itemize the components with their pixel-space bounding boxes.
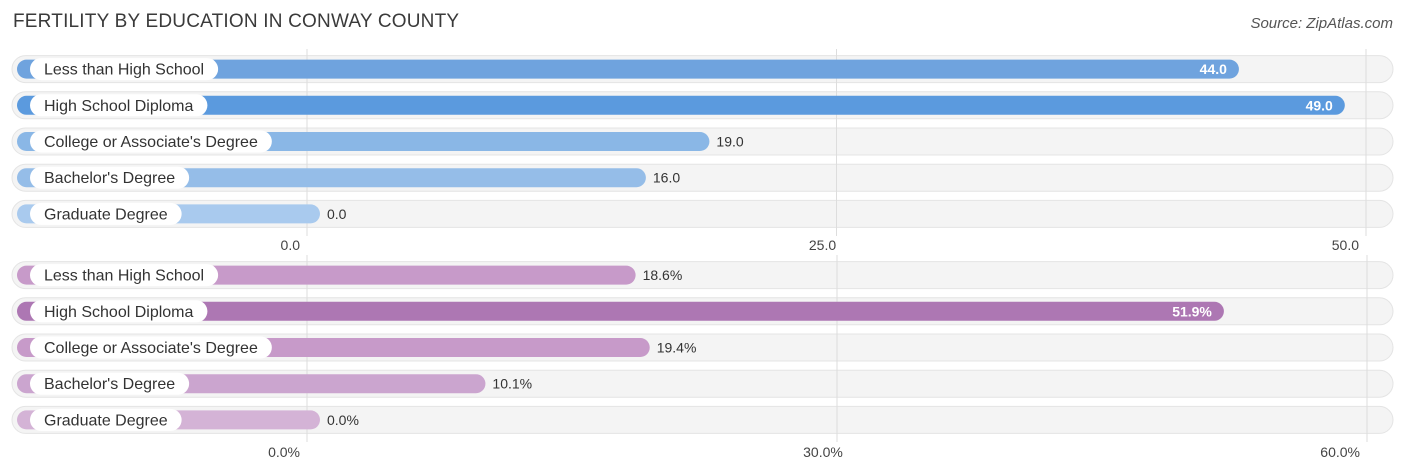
chart-title: FERTILITY BY EDUCATION IN CONWAY COUNTY [13,11,460,32]
value-label: 19.0 [716,134,743,150]
bar [17,95,1345,115]
category-label: High School Diploma [44,98,194,115]
bar [17,59,1239,79]
category-label: College or Associate's Degree [44,134,258,151]
chart-1: Less than High School 44.0 High School Dip… [11,49,1394,253]
row-background [11,199,1394,228]
source-label: Source: ZipAtlas.com [1250,15,1393,32]
category-pill [30,94,208,117]
tick-label: 0.0 [281,237,301,253]
category-label: Less than High School [44,62,204,79]
category-pill [30,336,272,359]
category-label: College or Associate's Degree [44,340,258,357]
category-pill [30,130,272,153]
category-pill [30,300,208,323]
category-label: Graduate Degree [44,206,168,223]
category-label: Bachelor's Degree [44,170,175,187]
tick-label: 0.0% [268,444,300,460]
category-pill [30,264,219,287]
value-label: 0.0% [327,412,359,428]
tick-label: 30.0% [803,444,843,460]
category-pill [30,166,190,189]
value-label: 49.0 [1306,97,1333,113]
category-label: Less than High School [44,268,204,285]
value-label: 44.0 [1200,61,1227,77]
category-pill [30,58,219,81]
row-background [11,405,1394,434]
chart-2: Less than High School 18.6% High School Di… [11,255,1394,460]
category-pill [30,372,190,395]
value-label: 10.1% [492,376,532,392]
value-label: 18.6% [643,267,683,283]
category-label: Bachelor's Degree [44,376,175,393]
value-label: 16.0 [653,170,680,186]
value-label: 0.0 [327,206,347,222]
bar [17,301,1224,321]
category-pill [30,408,182,431]
category-pill [30,202,182,225]
tick-label: 25.0 [809,237,836,253]
category-label: High School Diploma [44,304,194,321]
value-label: 51.9% [1172,303,1212,319]
tick-label: 60.0% [1320,444,1360,460]
tick-label: 50.0 [1332,237,1359,253]
category-label: Graduate Degree [44,412,168,429]
value-label: 19.4% [657,340,697,356]
